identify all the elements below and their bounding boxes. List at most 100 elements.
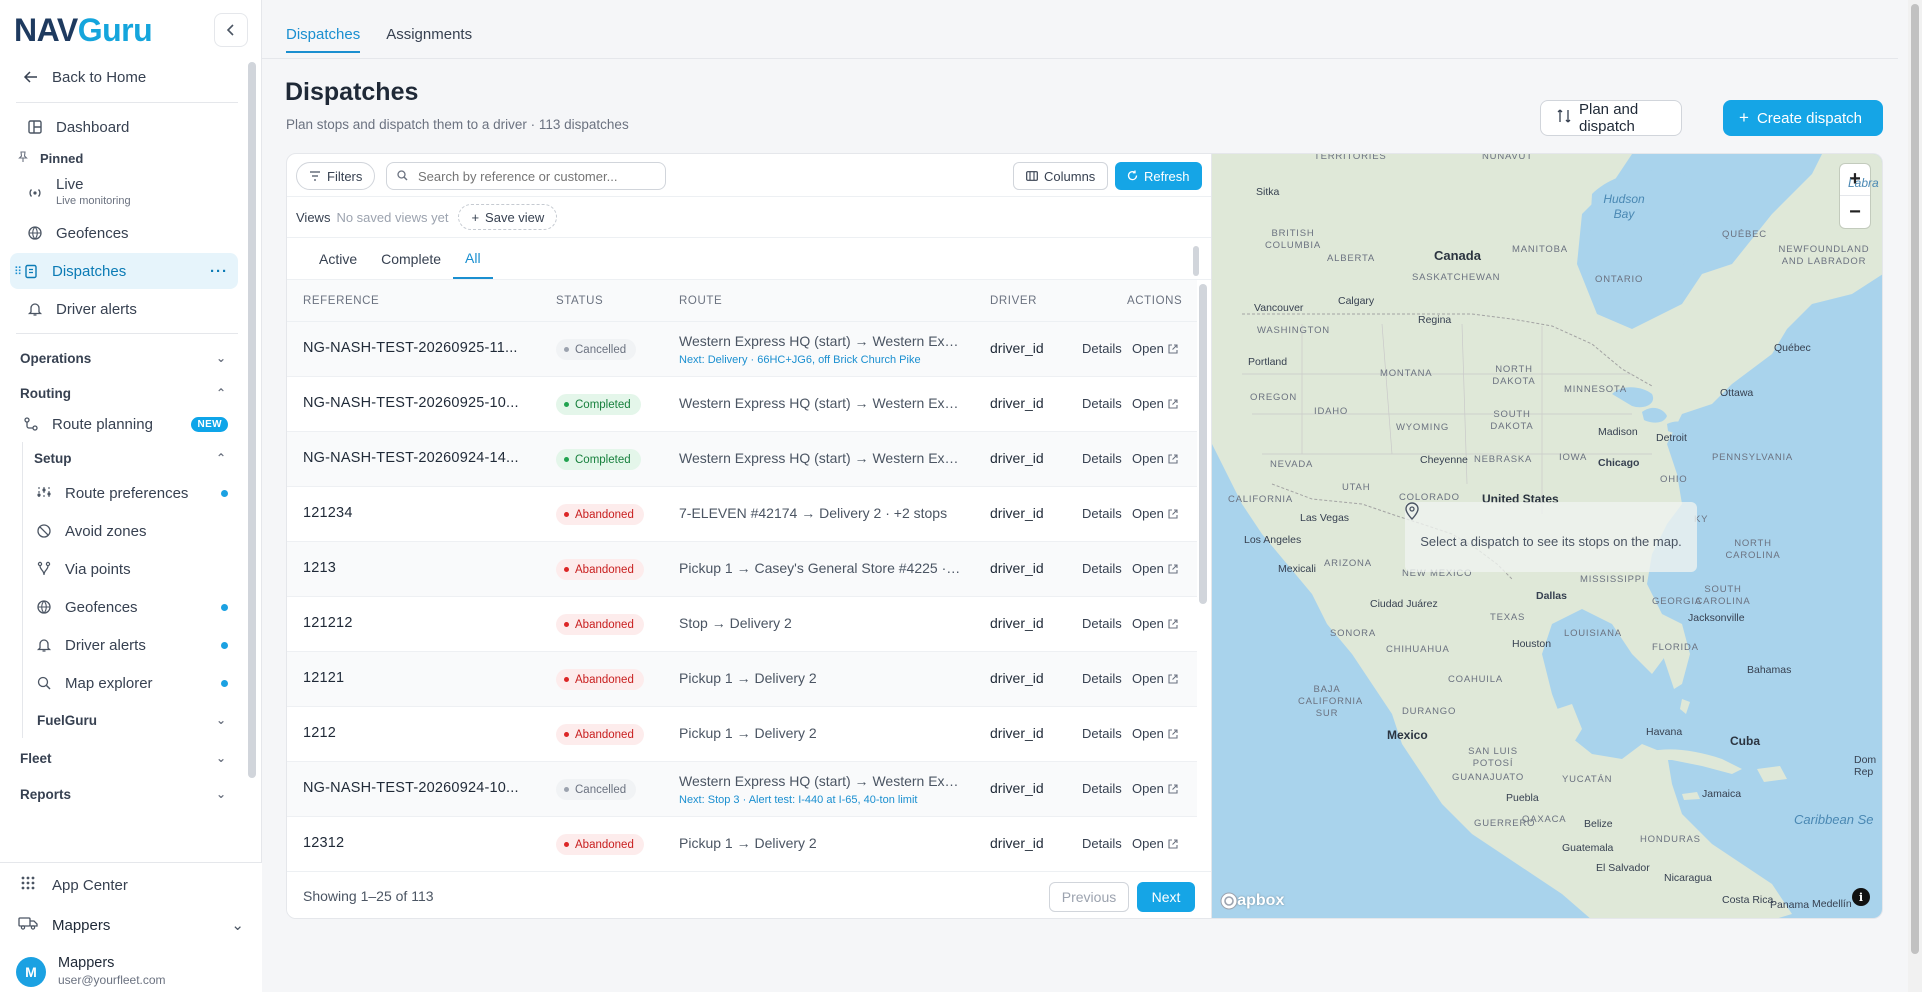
dispatch-map[interactable]: + − TERRITORIES NUNAVUT Hudson Bay Labra…	[1212, 153, 1883, 919]
zoom-in-button[interactable]: +	[1840, 164, 1870, 196]
open-link[interactable]: Open	[1132, 671, 1178, 686]
refresh-button[interactable]: Refresh	[1115, 162, 1202, 190]
app-center-link[interactable]: App Center	[20, 875, 128, 895]
map-info-button[interactable]: i	[1852, 888, 1870, 906]
status-dot	[221, 679, 228, 687]
details-link[interactable]: Details	[1082, 341, 1122, 356]
section-reports[interactable]: Reports ⌄	[10, 776, 238, 812]
sidebar-item-live[interactable]: Live Live monitoring	[14, 171, 238, 215]
table-row[interactable]: 12312 Abandoned Pickup 1 → Delivery 2 drive…	[287, 817, 1197, 872]
previous-page-button[interactable]: Previous	[1049, 882, 1129, 912]
open-link[interactable]: Open	[1132, 781, 1178, 796]
tab-all[interactable]: All	[453, 238, 493, 279]
user-profile[interactable]: M Mappers user@yourfleet.com	[16, 955, 166, 989]
details-link[interactable]: Details	[1082, 561, 1122, 576]
org-switcher[interactable]: Mappers ⌄	[18, 915, 244, 935]
sidebar-item-map-explorer[interactable]: Map explorer	[23, 664, 238, 702]
zoom-out-button[interactable]: −	[1849, 200, 1861, 223]
sidebar-item-route-planning[interactable]: Route planning NEW	[10, 406, 238, 442]
plan-and-dispatch-button[interactable]: Plan and dispatch	[1540, 100, 1682, 136]
table-row[interactable]: 121212 Abandoned Stop → Delivery 2 driver_i…	[287, 597, 1197, 652]
table-row[interactable]: NG-NASH-TEST-20260925-10... Completed West…	[287, 377, 1197, 432]
sidebar-item-dashboard[interactable]: Dashboard	[14, 109, 238, 145]
table-row[interactable]: NG-NASH-TEST-20260925-11... Cancelled West…	[287, 322, 1197, 377]
sidebar-item-avoid-zones[interactable]: Avoid zones	[23, 512, 238, 550]
map-label: Cuba	[1730, 734, 1760, 748]
driver-cell: driver_id	[990, 670, 1044, 686]
open-link[interactable]: Open	[1132, 506, 1178, 521]
sidebar-item-label: Via points	[65, 560, 131, 578]
create-dispatch-button[interactable]: + Create dispatch	[1723, 100, 1883, 136]
open-link[interactable]: Open	[1132, 451, 1178, 466]
table-scrollbar[interactable]	[1199, 284, 1207, 604]
navguru-logo[interactable]: NAVGuru	[14, 12, 153, 48]
column-header-route[interactable]: ROUTE	[679, 295, 723, 307]
map-label: Québec	[1774, 342, 1811, 354]
column-header-reference[interactable]: REFERENCE	[303, 295, 380, 307]
table-row[interactable]: 1213 Abandoned Pickup 1 → Casey's General …	[287, 542, 1197, 597]
open-label: Open	[1132, 561, 1164, 576]
mapbox-attribution[interactable]: mapbox	[1220, 892, 1284, 910]
open-link[interactable]: Open	[1132, 341, 1178, 356]
table-scrollbar-top[interactable]	[1193, 246, 1199, 276]
open-link[interactable]: Open	[1132, 561, 1178, 576]
page-scrollbar[interactable]	[1908, 0, 1922, 992]
table-row[interactable]: NG-NASH-TEST-20260924-14... Completed West…	[287, 432, 1197, 487]
map-label: BAJA CALIFORNIA SUR	[1298, 684, 1364, 719]
details-link[interactable]: Details	[1082, 451, 1122, 466]
back-to-home-link[interactable]: Back to Home	[10, 58, 238, 96]
sidebar-scrollbar[interactable]	[248, 62, 256, 778]
save-view-button[interactable]: + Save view	[458, 204, 558, 230]
driver-cell: driver_id	[990, 835, 1044, 851]
page-scrollbar-thumb[interactable]	[1911, 4, 1919, 954]
more-options-icon[interactable]: ···	[210, 262, 228, 280]
tab-assignments[interactable]: Assignments	[386, 26, 473, 43]
sidebar-item-geofences[interactable]: Geofences	[14, 215, 238, 251]
table-row[interactable]: NG-NASH-TEST-20260924-10... Cancelled West…	[287, 762, 1197, 817]
map-label: CHIHUAHUA	[1386, 644, 1450, 655]
sidebar-item-setup-geofences[interactable]: Geofences	[23, 588, 238, 626]
details-link[interactable]: Details	[1082, 781, 1122, 796]
tab-complete[interactable]: Complete	[381, 250, 442, 267]
open-link[interactable]: Open	[1132, 836, 1178, 851]
details-link[interactable]: Details	[1082, 616, 1122, 631]
section-operations[interactable]: Operations ⌄	[10, 340, 238, 376]
filters-button[interactable]: Filters	[296, 162, 376, 190]
table-row[interactable]: 12121 Abandoned Pickup 1 → Delivery 2 drive…	[287, 652, 1197, 707]
next-page-button[interactable]: Next	[1137, 882, 1195, 912]
columns-button[interactable]: Columns	[1013, 162, 1109, 190]
search-box[interactable]	[386, 162, 666, 190]
map-label: Labra	[1848, 176, 1879, 190]
section-setup[interactable]: Setup ⌃	[23, 442, 238, 474]
details-link[interactable]: Details	[1082, 506, 1122, 521]
sidebar-item-via-points[interactable]: Via points	[23, 550, 238, 588]
map-label: Mexico	[1387, 728, 1428, 742]
search-input[interactable]	[418, 168, 648, 184]
table-row[interactable]: 121234 Abandoned 7-ELEVEN #42174 → Deliver…	[287, 487, 1197, 542]
column-header-status[interactable]: STATUS	[556, 295, 604, 307]
details-link[interactable]: Details	[1082, 726, 1122, 741]
route-cell: Pickup 1 → Casey's General Store #4225 ·…	[679, 560, 961, 576]
drag-handle-icon[interactable]: ⠿	[14, 265, 23, 278]
route-cell: Western Express HQ (start) → Western Exp…	[679, 450, 961, 466]
open-link[interactable]: Open	[1132, 396, 1178, 411]
status-dot	[564, 457, 569, 462]
sidebar-item-route-preferences[interactable]: Route preferences	[23, 474, 238, 512]
details-link[interactable]: Details	[1082, 671, 1122, 686]
section-routing[interactable]: Routing ⌃	[10, 380, 238, 406]
sidebar-item-driver-alerts[interactable]: Driver alerts	[14, 291, 238, 327]
open-link[interactable]: Open	[1132, 726, 1178, 741]
column-header-driver[interactable]: DRIVER	[990, 295, 1038, 307]
details-link[interactable]: Details	[1082, 836, 1122, 851]
section-fleet[interactable]: Fleet ⌄	[10, 740, 238, 776]
map-label: SONORA	[1330, 628, 1376, 639]
sidebar-item-setup-driver-alerts[interactable]: Driver alerts	[23, 626, 238, 664]
tab-active[interactable]: Active	[319, 250, 358, 267]
collapse-sidebar-button[interactable]	[214, 13, 248, 47]
table-row[interactable]: 1212 Abandoned Pickup 1 → Delivery 2 driver…	[287, 707, 1197, 762]
section-fuelguru[interactable]: FuelGuru ⌄	[23, 702, 238, 738]
open-link[interactable]: Open	[1132, 616, 1178, 631]
sidebar-item-dispatches[interactable]: ⠿ Dispatches ···	[10, 253, 238, 289]
tab-dispatches[interactable]: Dispatches	[286, 26, 361, 53]
details-link[interactable]: Details	[1082, 396, 1122, 411]
